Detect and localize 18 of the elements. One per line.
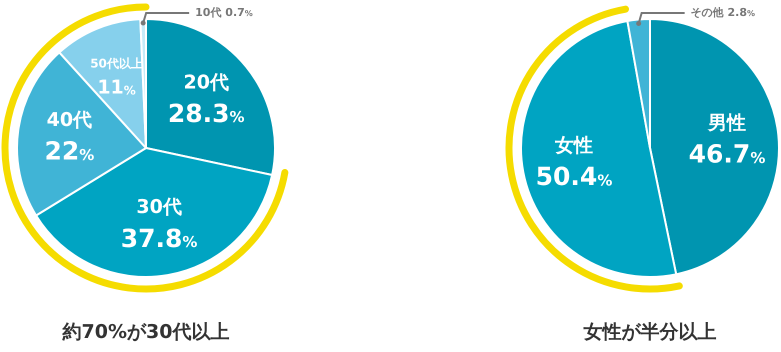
data-label: 50.4%: [536, 162, 612, 192]
slice-label: 40代: [46, 109, 92, 132]
data-label: 0.7%: [225, 6, 253, 19]
data-label: 37.8%: [120, 224, 198, 253]
data-label: 46.7%: [688, 140, 766, 169]
slice-label: 30代: [136, 196, 182, 218]
data-label: 22%: [44, 136, 94, 166]
text: 女性が半分以上: [582, 320, 716, 343]
slice-label: 20代: [183, 71, 229, 94]
slice-label: 男性: [706, 112, 746, 134]
slice-label: その他: [690, 6, 728, 19]
slice-label: 50代以上: [90, 56, 143, 71]
slice-label: 10代: [195, 6, 226, 19]
data-label: 2.8%: [727, 6, 755, 19]
data-label: 11%: [97, 76, 136, 98]
text: 約70%が30代以上: [62, 320, 230, 343]
data-label: 28.3%: [168, 98, 245, 128]
slice-label: 女性: [554, 134, 593, 157]
